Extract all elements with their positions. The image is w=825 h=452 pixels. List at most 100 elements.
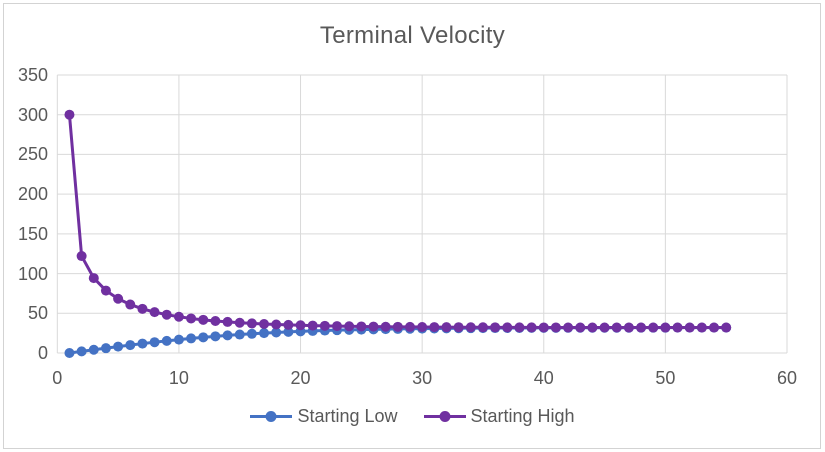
data-point[interactable] (660, 322, 671, 333)
y-tick-label: 50 (27, 303, 48, 324)
data-point[interactable] (563, 322, 574, 333)
data-point[interactable] (173, 311, 184, 322)
data-point[interactable] (210, 331, 221, 342)
data-point[interactable] (246, 328, 257, 339)
data-point[interactable] (587, 322, 598, 333)
data-point[interactable] (76, 251, 87, 262)
data-point[interactable] (465, 322, 476, 333)
data-point[interactable] (721, 322, 732, 333)
legend-label-starting-low: Starting Low (297, 406, 398, 426)
data-point[interactable] (307, 320, 318, 331)
data-point[interactable] (161, 335, 172, 346)
data-point[interactable] (684, 322, 695, 333)
data-point[interactable] (125, 340, 136, 351)
data-point[interactable] (550, 322, 561, 333)
data-point[interactable] (137, 303, 148, 314)
data-point[interactable] (392, 321, 403, 332)
data-point[interactable] (709, 322, 720, 333)
legend-marker-starting-high (423, 411, 466, 422)
data-point[interactable] (538, 322, 549, 333)
data-point[interactable] (100, 285, 111, 296)
data-point[interactable] (271, 319, 282, 330)
y-tick-label: 300 (17, 104, 48, 125)
data-point[interactable] (295, 320, 306, 331)
data-point[interactable] (368, 321, 379, 332)
data-point[interactable] (198, 314, 209, 325)
data-point[interactable] (380, 321, 391, 332)
data-point[interactable] (259, 318, 270, 329)
data-point[interactable] (514, 322, 525, 333)
data-point[interactable] (198, 332, 209, 343)
x-tick-label: 30 (412, 368, 433, 388)
legend-item-starting-low[interactable]: Starting Low (250, 406, 398, 427)
legend-item-starting-high[interactable]: Starting High (423, 406, 575, 427)
data-point[interactable] (234, 317, 245, 328)
y-tick-label: 150 (17, 223, 48, 244)
data-point[interactable] (64, 109, 75, 120)
data-point[interactable] (88, 273, 99, 284)
data-point[interactable] (283, 319, 294, 330)
data-point[interactable] (283, 326, 294, 337)
data-point[interactable] (125, 299, 136, 310)
x-tick-label: 20 (290, 368, 311, 388)
x-tick-label: 10 (168, 368, 189, 388)
data-point[interactable] (611, 322, 622, 333)
y-tick-label: 350 (17, 65, 48, 85)
data-point[interactable] (477, 322, 488, 333)
data-point[interactable] (672, 322, 683, 333)
data-point[interactable] (648, 322, 659, 333)
series-line (67, 113, 728, 330)
y-tick-label: 0 (37, 343, 48, 363)
data-point[interactable] (149, 307, 160, 318)
data-point[interactable] (502, 322, 513, 333)
data-point[interactable] (271, 327, 282, 338)
data-point[interactable] (149, 337, 160, 348)
x-tick-label: 60 (776, 368, 798, 388)
legend-label-starting-high: Starting High (470, 406, 575, 426)
chart-legend: Starting Low Starting High (0, 406, 825, 427)
data-point[interactable] (161, 309, 172, 320)
data-point[interactable] (490, 322, 501, 333)
data-point[interactable] (186, 333, 197, 344)
data-point[interactable] (259, 328, 270, 339)
data-point[interactable] (173, 334, 184, 345)
data-point[interactable] (599, 322, 610, 333)
chart-title: Terminal Velocity (319, 22, 506, 49)
data-point[interactable] (186, 313, 197, 324)
data-point[interactable] (210, 315, 221, 326)
data-point[interactable] (246, 318, 257, 329)
legend-marker-starting-low (250, 411, 293, 422)
data-point[interactable] (234, 329, 245, 340)
data-point[interactable] (575, 322, 586, 333)
data-point[interactable] (222, 330, 233, 341)
data-point[interactable] (222, 316, 233, 327)
data-point[interactable] (88, 344, 99, 355)
data-point[interactable] (332, 321, 343, 332)
data-point[interactable] (441, 322, 452, 333)
data-point[interactable] (636, 322, 647, 333)
data-point[interactable] (417, 322, 428, 333)
data-point[interactable] (526, 322, 537, 333)
data-point[interactable] (356, 321, 367, 332)
data-point[interactable] (623, 322, 634, 333)
data-point[interactable] (453, 322, 464, 333)
data-point[interactable] (429, 322, 440, 333)
y-tick-label: 200 (17, 184, 48, 205)
data-point[interactable] (100, 343, 111, 354)
y-tick-label: 100 (17, 263, 48, 284)
chart-border (3, 3, 821, 449)
data-point[interactable] (64, 348, 75, 358)
data-point[interactable] (319, 320, 330, 331)
series-starting-high[interactable] (64, 109, 732, 333)
x-tick-label: 50 (655, 368, 676, 388)
data-point[interactable] (696, 322, 707, 333)
data-point[interactable] (344, 321, 355, 332)
data-point[interactable] (113, 293, 124, 304)
data-point[interactable] (113, 341, 124, 352)
x-tick-label: 40 (533, 368, 554, 388)
data-point[interactable] (404, 321, 415, 332)
data-point[interactable] (137, 338, 148, 349)
data-point[interactable] (76, 346, 87, 357)
